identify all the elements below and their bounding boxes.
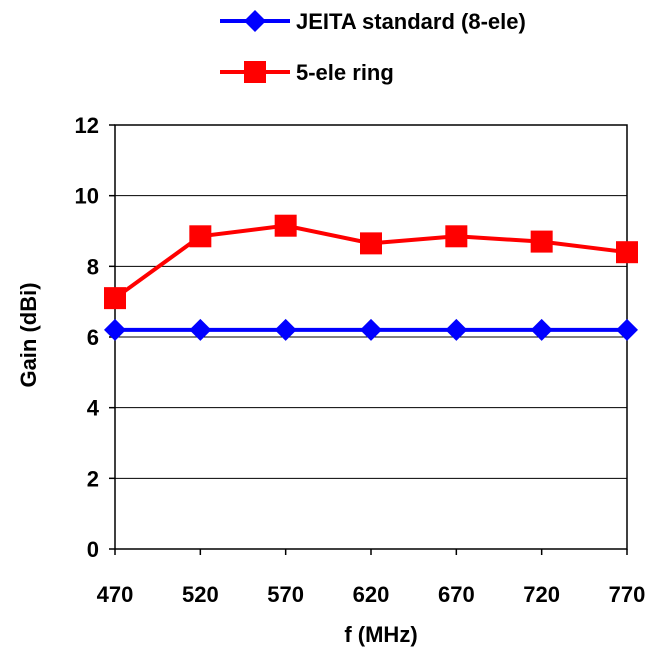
x-tick-label-770: 770 [609,582,646,607]
series-1-point-520 [189,318,212,341]
y-tick-label-4: 4 [87,396,100,421]
series-1-point-720 [530,318,553,341]
series-1-point-470 [104,318,126,341]
series-1-point-770 [616,318,638,341]
y-tick-label-0: 0 [87,537,99,562]
series-2-point-520 [189,225,212,248]
series-1-point-670 [445,318,468,341]
x-tick-label-620: 620 [353,582,390,607]
series-1-point-620 [360,318,382,341]
legend-item-1: JEITA standard (8-ele) [220,9,526,34]
y-axis-ticks: 0 2 4 6 8 10 12 [75,113,115,562]
x-tick-label-470: 470 [97,582,134,607]
x-tick-label-720: 720 [523,582,560,607]
y-tick-label-8: 8 [87,254,99,279]
x-axis-ticks: 470 520 570 620 670 720 770 [97,549,646,607]
x-tick-label-570: 570 [267,582,304,607]
y-axis-title: Gain (dBi) [16,282,41,387]
x-tick-label-670: 670 [438,582,475,607]
legend: JEITA standard (8-ele) 5-ele ring [220,9,526,85]
legend-marker-1 [244,10,266,32]
x-axis-title: f (MHz) [344,622,417,647]
legend-item-2: 5-ele ring [220,60,394,85]
x-tick-label-520: 520 [182,582,219,607]
y-tick-label-12: 12 [75,113,99,138]
series-2 [104,214,638,310]
series-1-point-570 [274,318,297,341]
series-layer [104,214,638,341]
series-2-point-670 [445,225,468,248]
y-tick-label-2: 2 [87,466,99,491]
series-2-point-720 [530,230,553,253]
y-tick-label-10: 10 [75,184,99,209]
series-2-point-770 [616,241,638,264]
series-1 [104,318,638,341]
legend-marker-2 [244,61,266,83]
series-2-point-470 [104,287,126,310]
legend-label-2: 5-ele ring [296,60,394,85]
series-2-point-620 [360,232,382,255]
series-2-point-570 [274,214,297,237]
y-tick-label-6: 6 [87,325,99,350]
legend-label-1: JEITA standard (8-ele) [296,9,526,34]
